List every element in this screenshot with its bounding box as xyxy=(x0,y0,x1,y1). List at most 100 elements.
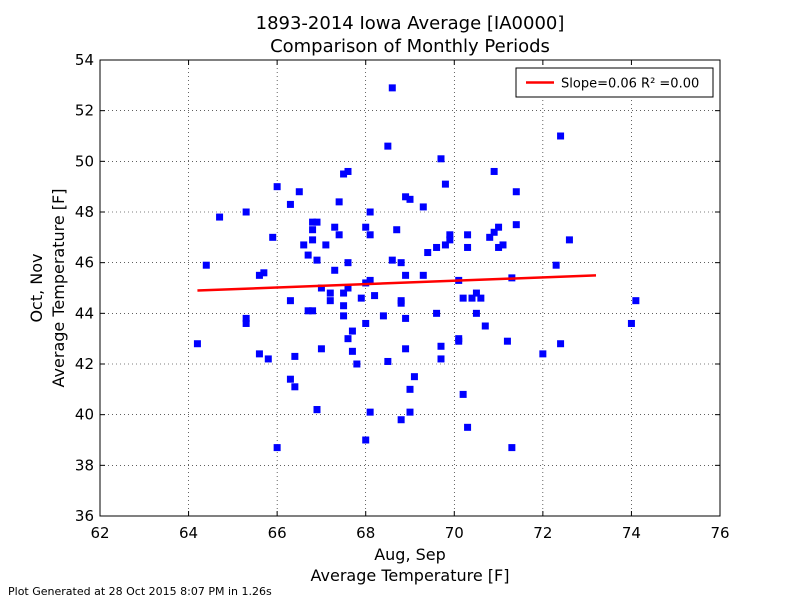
data-point xyxy=(335,231,343,239)
data-point xyxy=(344,284,352,292)
data-point xyxy=(313,256,321,264)
data-point xyxy=(565,236,573,244)
data-point xyxy=(202,261,210,269)
data-point xyxy=(490,167,498,175)
data-point xyxy=(313,406,321,414)
x-axis-label: Average Temperature [F] xyxy=(311,566,510,585)
data-point xyxy=(326,297,334,305)
data-point xyxy=(512,221,520,229)
y-tick-label: 44 xyxy=(75,304,94,322)
data-point xyxy=(388,256,396,264)
data-point xyxy=(300,241,308,249)
data-point xyxy=(273,183,281,191)
data-point xyxy=(459,390,467,398)
data-point xyxy=(348,327,356,335)
data-point xyxy=(348,347,356,355)
data-point xyxy=(406,408,414,416)
data-point xyxy=(366,408,374,416)
data-point xyxy=(344,167,352,175)
data-point xyxy=(331,266,339,274)
data-point xyxy=(468,294,476,302)
x-tick-label: 68 xyxy=(356,524,375,542)
data-point xyxy=(335,198,343,206)
data-point xyxy=(216,213,224,221)
data-point xyxy=(371,292,379,300)
y-tick-label: 52 xyxy=(75,102,94,120)
data-point xyxy=(344,335,352,343)
data-point xyxy=(464,231,472,239)
y-tick-label: 38 xyxy=(75,456,94,474)
x-tick-label: 72 xyxy=(533,524,552,542)
regression-line xyxy=(197,274,597,292)
data-point xyxy=(193,340,201,348)
data-point xyxy=(503,337,511,345)
data-point xyxy=(477,294,485,302)
data-point xyxy=(397,259,405,267)
data-point xyxy=(309,218,317,226)
data-point xyxy=(402,345,410,353)
data-point xyxy=(366,231,374,239)
data-point xyxy=(486,233,494,241)
data-point xyxy=(539,350,547,358)
data-point xyxy=(242,319,250,327)
x-tick-label: 74 xyxy=(622,524,641,542)
data-point xyxy=(472,289,480,297)
data-point xyxy=(304,307,312,315)
data-point xyxy=(362,319,370,327)
data-point xyxy=(264,355,272,363)
data-point xyxy=(242,208,250,216)
data-point xyxy=(552,261,560,269)
data-point xyxy=(441,241,449,249)
y-axis-label: Average Temperature [F] xyxy=(49,189,68,388)
data-point xyxy=(273,444,281,452)
data-point xyxy=(366,276,374,284)
y-axis-label: Oct, Nov xyxy=(27,253,46,322)
data-point xyxy=(269,233,277,241)
data-point xyxy=(286,375,294,383)
data-point xyxy=(437,355,445,363)
data-point xyxy=(490,228,498,236)
chart-subtitle: Comparison of Monthly Periods xyxy=(270,36,550,57)
data-point xyxy=(322,241,330,249)
data-point xyxy=(309,226,317,234)
data-point xyxy=(433,243,441,251)
data-point xyxy=(495,243,503,251)
data-point xyxy=(362,436,370,444)
data-point xyxy=(446,236,454,244)
data-point xyxy=(388,84,396,92)
y-tick-label: 40 xyxy=(75,406,94,424)
chart-title: 1893-2014 Iowa Average [IA0000] xyxy=(255,13,565,34)
data-point xyxy=(291,383,299,391)
data-point xyxy=(291,352,299,360)
generation-note: Plot Generated at 28 Oct 2015 8:07 PM in… xyxy=(8,585,272,598)
data-point xyxy=(340,312,348,320)
data-point xyxy=(410,373,418,381)
data-point xyxy=(441,180,449,188)
legend-label: Slope=0.06 R² =0.00 xyxy=(561,77,699,92)
data-point xyxy=(557,132,565,140)
data-point xyxy=(340,289,348,297)
data-point xyxy=(402,193,410,201)
data-point xyxy=(464,423,472,431)
data-point xyxy=(397,416,405,424)
data-point xyxy=(437,155,445,163)
data-point xyxy=(499,241,507,249)
plot-frame xyxy=(99,59,721,517)
data-point xyxy=(309,307,317,315)
data-point xyxy=(366,208,374,216)
data-point xyxy=(286,297,294,305)
data-point xyxy=(627,319,635,327)
data-point xyxy=(433,309,441,317)
data-point xyxy=(402,271,410,279)
data-point xyxy=(313,218,321,226)
data-point xyxy=(424,249,432,257)
y-tick-label: 46 xyxy=(75,254,94,272)
data-point xyxy=(317,345,325,353)
data-point xyxy=(557,340,565,348)
y-tick-label: 54 xyxy=(75,51,94,69)
x-axis-label: Aug, Sep xyxy=(374,545,446,564)
data-point xyxy=(406,385,414,393)
data-point xyxy=(384,357,392,365)
y-tick-label: 36 xyxy=(75,507,94,525)
